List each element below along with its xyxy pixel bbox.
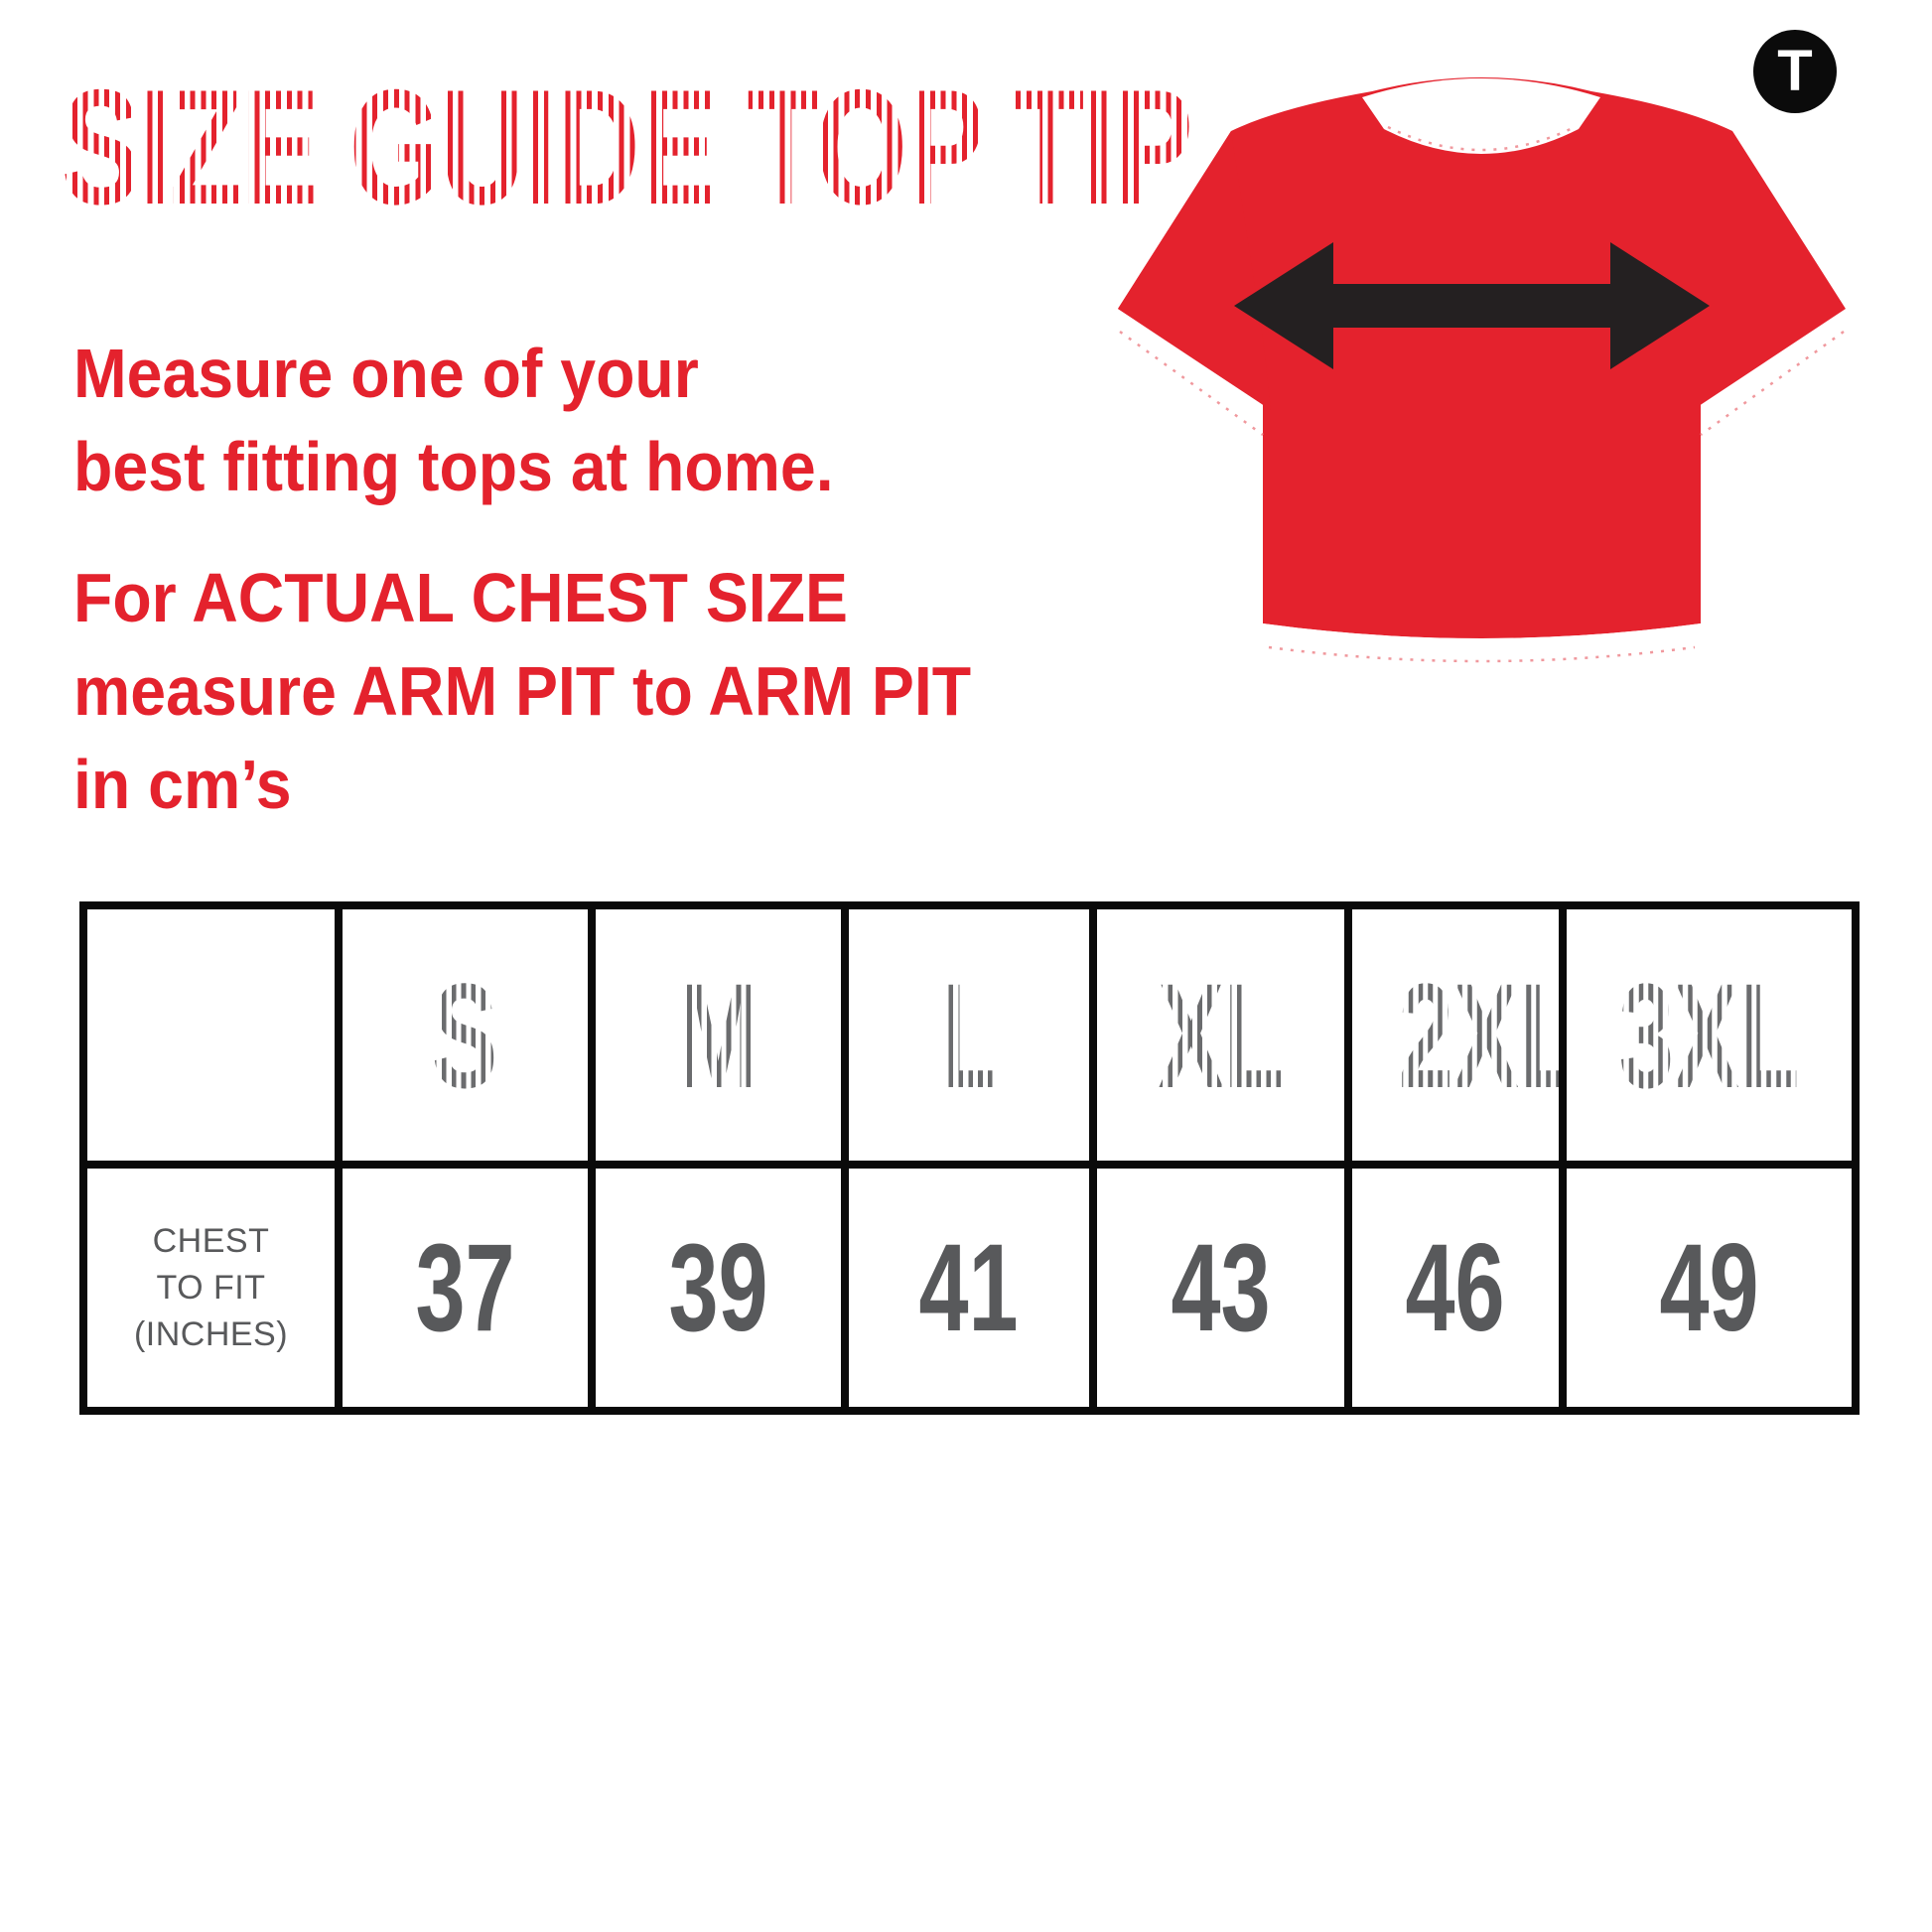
size-header-m: M — [588, 900, 849, 1170]
size-header-l: L — [841, 900, 1097, 1170]
instruction-line-1: For ACTUAL CHEST SIZE — [73, 559, 848, 636]
size-header-xl: XL — [1089, 900, 1352, 1170]
left-cuff-stitch — [1119, 330, 1264, 437]
chest-value-s: 37 — [335, 1161, 596, 1415]
brand-badge-letter: T — [1777, 39, 1813, 103]
size-table: S M L XL 2XL 3XL CHEST TO FIT — [79, 900, 1860, 1415]
tshirt-illustration — [1118, 77, 1846, 663]
size-header-3xl: 3XL — [1559, 900, 1860, 1170]
right-cuff-stitch — [1700, 330, 1845, 437]
page-title: SIZE GUIDE TOP TIP — [62, 66, 1631, 229]
page-title-text: SIZE GUIDE TOP TIP — [62, 56, 1193, 238]
tshirt-hem-trim — [1263, 623, 1701, 654]
chest-value-m: 39 — [588, 1161, 849, 1415]
chest-value-2xl: 46 — [1344, 1161, 1567, 1415]
brand-badge: T — [1753, 30, 1837, 113]
instruction-line-3: in cm’s — [73, 745, 292, 823]
chest-measure-arrow-icon — [1234, 242, 1710, 369]
row-label-line-2: TO FIT — [156, 1268, 266, 1307]
tshirt-collar-trim — [1362, 78, 1600, 154]
tshirt-left-underarm — [1118, 131, 1271, 410]
intro-line-1: Measure one of your — [73, 335, 699, 412]
instruction-text: For ACTUAL CHEST SIZE measure ARM PIT to… — [73, 552, 971, 831]
chest-value-3xl: 49 — [1559, 1161, 1860, 1415]
intro-text: Measure one of your best fitting tops at… — [73, 328, 834, 514]
collar-seam-stitch — [1387, 125, 1576, 152]
chest-value-xl: 43 — [1089, 1161, 1352, 1415]
row-label-line-3: (INCHES) — [133, 1314, 289, 1353]
intro-line-2: best fitting tops at home. — [73, 427, 834, 505]
row-label-cell: CHEST TO FIT (INCHES) — [79, 1161, 343, 1415]
chest-value-l: 41 — [841, 1161, 1097, 1415]
chest-to-fit-row: CHEST TO FIT (INCHES) 37 39 41 43 46 49 — [79, 1161, 1860, 1415]
size-header-2xl: 2XL — [1344, 900, 1567, 1170]
size-header-row: S M L XL 2XL 3XL — [79, 900, 1860, 1170]
tshirt-body-shape — [1118, 77, 1846, 638]
corner-cell — [79, 900, 343, 1170]
row-label-line-1: CHEST — [152, 1221, 270, 1260]
size-header-s: S — [335, 900, 596, 1170]
instruction-line-2: measure ARM PIT to ARM PIT — [73, 651, 972, 730]
